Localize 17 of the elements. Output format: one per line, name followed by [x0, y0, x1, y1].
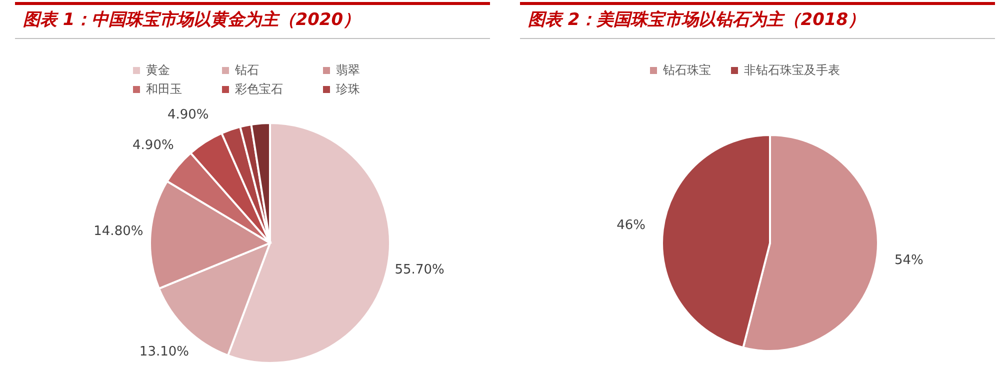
legend-label: 彩色宝石: [235, 81, 283, 98]
legend-label: 非钻石珠宝及手表: [744, 62, 840, 79]
data-label: 13.10%: [139, 344, 190, 360]
legend-label: 和田玉: [146, 81, 182, 98]
legend-label: 翡翠: [336, 62, 360, 79]
data-label: 4.90%: [132, 138, 174, 154]
legend-label: 黄金: [146, 62, 170, 79]
data-label: 46%: [616, 218, 646, 233]
legend-label: 珍珠: [336, 81, 360, 98]
legend-label: 钻石珠宝: [663, 62, 711, 79]
data-label: 54%: [894, 253, 924, 268]
data-label: 4.90%: [167, 107, 209, 122]
data-label: 55.70%: [394, 262, 444, 278]
legend-label: 钻石: [235, 62, 259, 79]
chart-title: 图表 2：美国珠宝市场以钻石为主（2018）: [528, 9, 866, 31]
chart-title: 图表 1：中国珠宝市场以黄金为主（2020）: [23, 9, 360, 31]
data-label: 14.80%: [94, 224, 144, 240]
